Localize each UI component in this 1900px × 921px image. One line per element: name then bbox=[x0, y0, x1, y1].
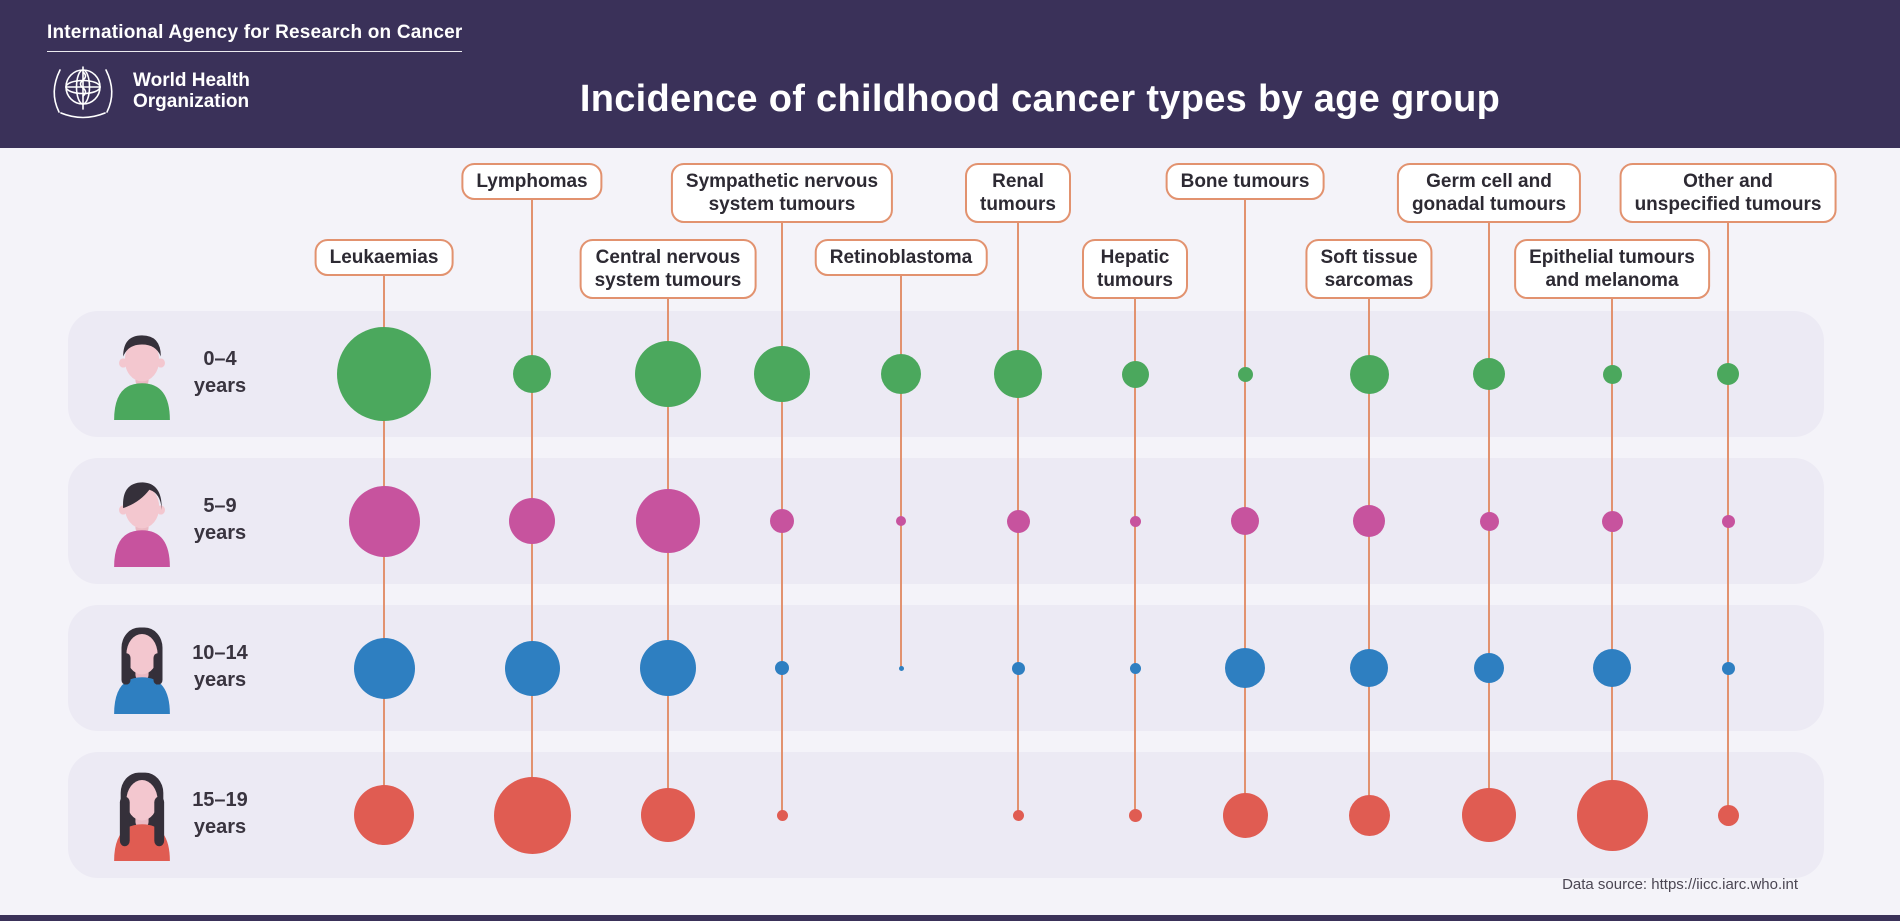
child-avatar-icon bbox=[114, 627, 170, 714]
bubble bbox=[898, 665, 904, 671]
age-group-label: 15–19 years bbox=[192, 789, 248, 838]
bubble bbox=[994, 350, 1042, 398]
bubble bbox=[640, 640, 696, 696]
category-label: Soft tissue sarcomas bbox=[1305, 239, 1433, 299]
iarc-name: International Agency for Research on Can… bbox=[47, 22, 463, 52]
bubble bbox=[354, 785, 414, 845]
bubble bbox=[1129, 662, 1141, 674]
bubble bbox=[1011, 661, 1025, 675]
category-label: Leukaemias bbox=[314, 239, 454, 276]
footer-strip bbox=[0, 915, 1900, 921]
bubble bbox=[1348, 794, 1390, 836]
child-avatar-icon bbox=[114, 482, 170, 567]
who-emblem-icon bbox=[53, 66, 113, 119]
bubble bbox=[1721, 514, 1735, 528]
bubble bbox=[513, 355, 551, 393]
category-label: Lymphomas bbox=[461, 163, 603, 200]
bubble bbox=[1128, 808, 1142, 822]
bubble bbox=[1602, 364, 1622, 384]
category-label: Renal tumours bbox=[965, 163, 1071, 223]
bubble bbox=[1349, 354, 1389, 394]
category-label: Retinoblastoma bbox=[814, 239, 988, 276]
bubble bbox=[1350, 649, 1388, 687]
bubble bbox=[1593, 649, 1631, 687]
avatar bbox=[101, 328, 183, 425]
bubble bbox=[348, 485, 420, 557]
chart-area: 0–4 years 5–9 years 10–14 years 15–19 years Leuk… bbox=[0, 148, 1900, 921]
column-line bbox=[1368, 298, 1370, 815]
bubble bbox=[1225, 648, 1265, 688]
category-label: Hepatic tumours bbox=[1082, 239, 1188, 299]
column-line bbox=[1134, 298, 1136, 815]
avatar bbox=[101, 769, 183, 866]
bubble bbox=[1006, 509, 1030, 533]
bubble bbox=[1721, 661, 1735, 675]
bubble bbox=[770, 509, 794, 533]
bubble bbox=[881, 354, 921, 394]
age-group-label: 0–4 years bbox=[193, 348, 247, 397]
bubble bbox=[1231, 507, 1259, 535]
bubble bbox=[1717, 804, 1739, 826]
who-name: World Health Organization bbox=[133, 70, 250, 112]
bubble bbox=[896, 516, 906, 526]
bubble bbox=[353, 637, 415, 699]
bubble bbox=[641, 788, 695, 842]
data-source-note: Data source: https://iicc.iarc.who.int bbox=[1562, 876, 1798, 893]
age-row-band bbox=[68, 458, 1824, 584]
bubble bbox=[337, 327, 431, 421]
category-label: Sympathetic nervous system tumours bbox=[670, 163, 894, 223]
bubble bbox=[504, 640, 560, 696]
child-avatar-icon bbox=[114, 335, 170, 420]
bubble bbox=[509, 498, 555, 544]
bubble bbox=[635, 341, 701, 407]
column-line bbox=[667, 298, 669, 815]
page-title: Incidence of childhood cancer types by a… bbox=[579, 77, 1501, 120]
age-row-band bbox=[68, 311, 1824, 437]
bubble bbox=[493, 776, 571, 854]
bubble bbox=[775, 661, 789, 675]
age-group-label: 10–14 years bbox=[192, 642, 248, 691]
age-row-band bbox=[68, 752, 1824, 878]
avatar bbox=[101, 475, 183, 572]
bubble bbox=[1474, 653, 1504, 683]
iarc-who-logo: International Agency for Research on Can… bbox=[47, 22, 463, 122]
column-line bbox=[1611, 298, 1613, 815]
category-label: Epithelial tumours and melanoma bbox=[1514, 239, 1710, 299]
bubble bbox=[1601, 510, 1623, 532]
bubble bbox=[1237, 366, 1253, 382]
bubble bbox=[776, 809, 788, 821]
category-label: Central nervous system tumours bbox=[579, 239, 757, 299]
age-row-band bbox=[68, 605, 1824, 731]
avatar bbox=[101, 622, 183, 719]
bubble bbox=[1012, 809, 1024, 821]
bubble bbox=[1576, 779, 1648, 851]
bubble bbox=[1462, 788, 1516, 842]
category-label: Germ cell and gonadal tumours bbox=[1396, 163, 1582, 223]
bubble bbox=[754, 346, 810, 402]
category-label: Bone tumours bbox=[1165, 163, 1325, 200]
child-avatar-icon bbox=[114, 772, 170, 861]
bubble bbox=[636, 489, 700, 553]
bubble bbox=[1129, 515, 1141, 527]
column-line bbox=[900, 275, 902, 668]
bubble bbox=[1717, 363, 1739, 385]
bubble bbox=[1473, 358, 1505, 390]
bubble bbox=[1479, 511, 1499, 531]
age-group-label: 5–9 years bbox=[193, 495, 247, 544]
header: International Agency for Research on Can… bbox=[0, 0, 1900, 148]
bubble bbox=[1353, 505, 1385, 537]
bubble bbox=[1222, 792, 1268, 838]
bubble bbox=[1121, 360, 1149, 388]
category-label: Other and unspecified tumours bbox=[1619, 163, 1837, 223]
